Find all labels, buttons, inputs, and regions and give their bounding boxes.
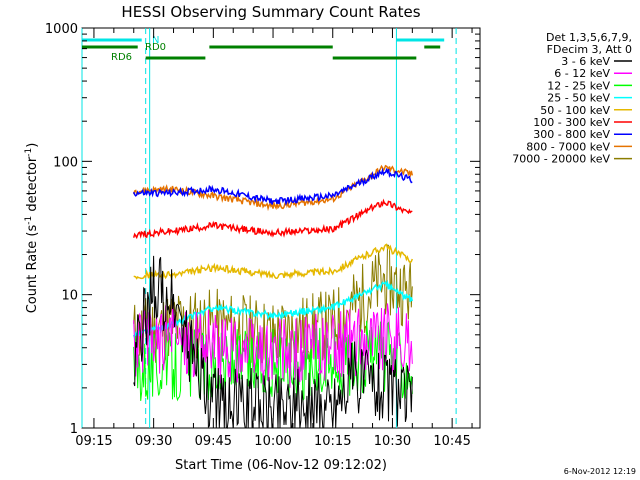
legend-entry-label: 25 - 50 keV: [547, 92, 610, 105]
legend-entry-label: 12 - 25 keV: [547, 79, 610, 92]
y-axis-label-part: detector: [25, 156, 40, 216]
series-line: [133, 299, 413, 388]
y-axis-label-part: Count Rate (s: [25, 225, 40, 314]
flag-label: RD6: [111, 52, 132, 63]
x-tick-label: 10:30: [374, 434, 411, 449]
legend-header: Det 1,3,5,6,7,9,: [546, 31, 632, 44]
chart-title: HESSI Observing Summary Count Rates: [121, 3, 420, 21]
series-line: [133, 243, 413, 281]
y-tick-label: 1000: [45, 22, 78, 37]
legend-entry-label: 100 - 300 keV: [533, 116, 610, 129]
y-tick-label: 10: [61, 289, 78, 304]
y-axis-label-sup: -1: [24, 216, 34, 225]
series-line: [132, 279, 414, 341]
y-axis-label: Count Rate (s-1 detector-1): [24, 143, 40, 314]
series-line: [133, 244, 413, 368]
flag-label: N: [152, 35, 159, 46]
x-tick-label: 09:30: [135, 434, 172, 449]
legend-header: FDecim 3, Att 0: [547, 43, 632, 56]
y-tick-label: 100: [53, 155, 78, 170]
legend-entry-label: 7000 - 20000 keV: [512, 153, 610, 166]
x-tick-label: 09:15: [75, 434, 112, 449]
legend-entry-label: 800 - 7000 keV: [526, 140, 610, 153]
legend-entry-label: 50 - 100 keV: [540, 104, 610, 117]
generation-timestamp: 6-Nov-2012 12:19: [564, 467, 636, 476]
x-tick-label: 10:15: [314, 434, 351, 449]
y-tick-label: 1: [70, 422, 78, 437]
x-axis-label: Start Time (06-Nov-12 09:12:02): [175, 458, 387, 473]
legend-entry-label: 300 - 800 keV: [533, 128, 610, 141]
flag-label: RD0: [145, 42, 166, 53]
legend-entry-label: 6 - 12 keV: [554, 67, 610, 80]
y-axis-label-sup: -1: [24, 148, 34, 157]
x-tick-label: 09:45: [195, 434, 232, 449]
series-line: [133, 167, 413, 206]
series-line: [132, 198, 413, 240]
x-tick-label: 10:00: [254, 434, 291, 449]
legend-entry-label: 3 - 6 keV: [561, 55, 610, 68]
y-axis-label-part: ): [25, 143, 40, 148]
x-tick-label: 10:45: [433, 434, 470, 449]
